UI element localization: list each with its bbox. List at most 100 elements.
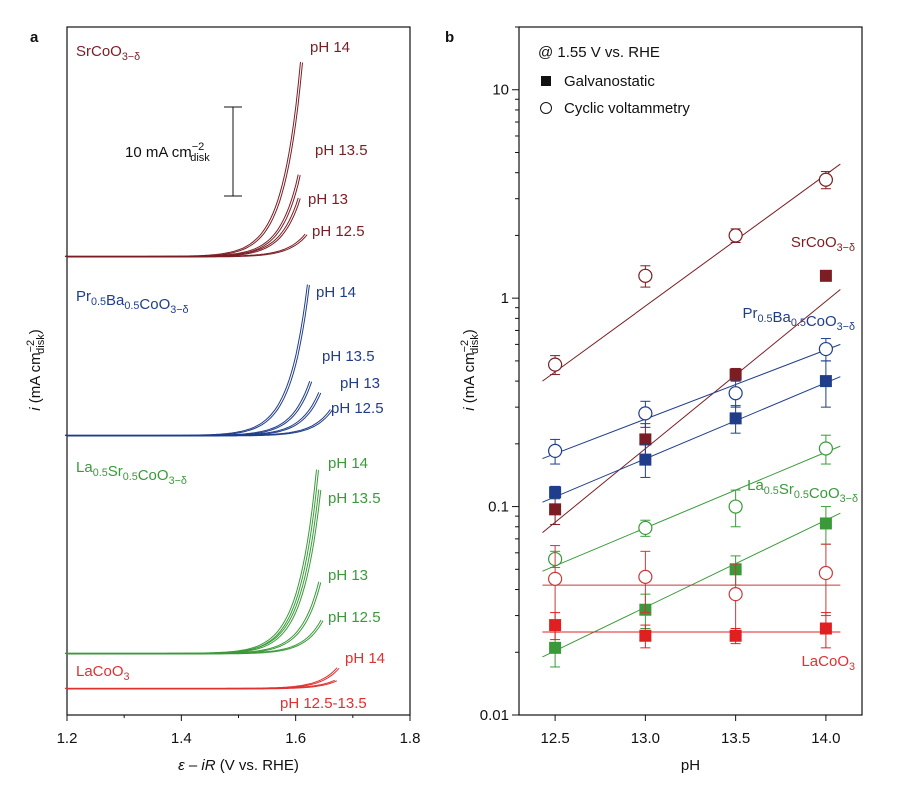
data-point-circle bbox=[638, 268, 653, 283]
fit-line bbox=[542, 289, 841, 534]
material-label-a: La0.5Sr0.5CoO3−δ bbox=[76, 459, 187, 487]
data-point-circle bbox=[728, 228, 743, 243]
legend-cyclic-voltammetry: Cyclic voltammetry bbox=[564, 100, 690, 117]
data-point-circle bbox=[728, 587, 743, 602]
material-label-b: SrCoO3−δ bbox=[791, 234, 855, 254]
data-point-square bbox=[729, 368, 742, 381]
x-axis-label-b: pH bbox=[681, 757, 700, 774]
cv-curve bbox=[67, 620, 324, 655]
data-point-circle bbox=[818, 441, 833, 456]
y-axis-label: i (mA cm−2disk) bbox=[25, 329, 47, 410]
data-point-circle bbox=[548, 357, 563, 372]
data-point-square bbox=[819, 269, 832, 282]
cv-curve bbox=[65, 409, 331, 436]
scale-bar-label: 10 mA cm−2 disk bbox=[125, 141, 210, 164]
data-point-circle bbox=[728, 499, 743, 514]
cv-curve bbox=[65, 581, 320, 654]
data-point-square bbox=[549, 641, 562, 654]
data-point-circle bbox=[638, 406, 653, 421]
material-label-a: LaCoO3 bbox=[76, 663, 130, 683]
x-tick-label-a: 1.6 bbox=[285, 730, 306, 747]
data-point-circle bbox=[818, 341, 833, 357]
data-point-circle bbox=[548, 443, 563, 458]
data-point-square bbox=[549, 619, 562, 632]
data-point-circle bbox=[728, 386, 743, 401]
y-axis-label-a: i (mA cm−2disk) bbox=[25, 329, 47, 410]
cv-curve bbox=[65, 469, 317, 654]
x-tick-label-b: 13.0 bbox=[631, 730, 660, 747]
ph-label: pH 14 bbox=[328, 455, 368, 472]
ph-label: pH 13.5 bbox=[322, 348, 375, 365]
data-point-square bbox=[729, 412, 742, 425]
x-tick-label-a: 1.4 bbox=[171, 730, 192, 747]
y-tick-label-b: 10 bbox=[492, 82, 509, 99]
fit-line bbox=[542, 445, 841, 572]
material-label-a: SrCoO3−δ bbox=[76, 43, 140, 63]
legend-title: @ 1.55 V vs. RHE bbox=[538, 44, 660, 61]
data-point-square bbox=[639, 453, 652, 466]
ph-label: pH 14 bbox=[316, 284, 356, 301]
cv-curve bbox=[67, 409, 333, 437]
cv-curve bbox=[65, 392, 320, 436]
ph-label: pH 12.5-13.5 bbox=[280, 695, 367, 712]
cv-curve bbox=[67, 680, 337, 690]
x-tick-label-b: 12.5 bbox=[541, 730, 570, 747]
data-point-circle bbox=[638, 569, 653, 584]
panel-label-b: b bbox=[445, 29, 454, 46]
data-point-square bbox=[819, 375, 832, 388]
data-point-square bbox=[819, 622, 832, 635]
legend-galvanostatic: Galvanostatic bbox=[564, 73, 655, 90]
x-tick-label-a: 1.2 bbox=[57, 730, 78, 747]
fit-line bbox=[542, 343, 841, 460]
ph-label: pH 14 bbox=[310, 39, 350, 56]
cv-curve bbox=[65, 619, 322, 654]
cv-curve bbox=[67, 381, 313, 437]
cv-curve bbox=[65, 233, 306, 257]
legend-filled-square bbox=[541, 76, 551, 86]
material-label-b: La0.5Sr0.5CoO3−δ bbox=[747, 477, 858, 505]
ph-label: pH 13.5 bbox=[328, 490, 381, 507]
y-tick-label-b: 1 bbox=[501, 290, 509, 307]
cv-curve bbox=[65, 380, 311, 436]
data-point-square bbox=[549, 503, 562, 516]
ph-label: pH 14 bbox=[345, 650, 385, 667]
x-axis-label-a: ε – iR (V vs. RHE) bbox=[178, 757, 299, 774]
cv-curve bbox=[65, 679, 335, 689]
material-label-b: Pr0.5Ba0.5CoO3−δ bbox=[742, 305, 855, 333]
data-point-circle bbox=[818, 565, 833, 581]
y-axis-label-b: i (mA cm−2disk) bbox=[459, 329, 481, 410]
ph-label: pH 13 bbox=[308, 191, 348, 208]
fit-line bbox=[542, 376, 841, 503]
data-point-square bbox=[639, 629, 652, 642]
x-tick-label-b: 13.5 bbox=[721, 730, 750, 747]
ph-label: pH 12.5 bbox=[331, 400, 384, 417]
legend-open-circle bbox=[540, 102, 552, 114]
data-point-square bbox=[729, 629, 742, 642]
cv-curve bbox=[67, 490, 322, 655]
data-point-circle bbox=[548, 571, 563, 586]
cv-curve bbox=[65, 489, 320, 654]
panel-label-a: a bbox=[30, 29, 39, 46]
cv-curve bbox=[67, 174, 301, 258]
material-label-b: LaCoO3 bbox=[801, 653, 855, 673]
ph-label: pH 12.5 bbox=[328, 609, 381, 626]
data-point-square bbox=[639, 433, 652, 446]
cv-curve bbox=[65, 174, 299, 257]
cv-curve bbox=[65, 197, 299, 257]
y-tick-label-b: 0.1 bbox=[488, 499, 509, 516]
x-tick-label-b: 14.0 bbox=[811, 730, 840, 747]
fit-line bbox=[542, 163, 841, 382]
ph-label: pH 13 bbox=[340, 375, 380, 392]
material-label-a: Pr0.5Ba0.5CoO3−δ bbox=[76, 288, 189, 316]
data-point-circle bbox=[638, 520, 653, 536]
ph-label: pH 13 bbox=[328, 567, 368, 584]
data-point-square bbox=[549, 486, 562, 499]
ph-label: pH 12.5 bbox=[312, 223, 365, 240]
data-point-square bbox=[819, 517, 832, 530]
y-axis-label: i (mA cm−2disk) bbox=[459, 329, 481, 410]
cv-curve bbox=[67, 234, 308, 258]
data-point-circle bbox=[818, 172, 833, 187]
y-tick-label-b: 0.01 bbox=[480, 707, 509, 724]
